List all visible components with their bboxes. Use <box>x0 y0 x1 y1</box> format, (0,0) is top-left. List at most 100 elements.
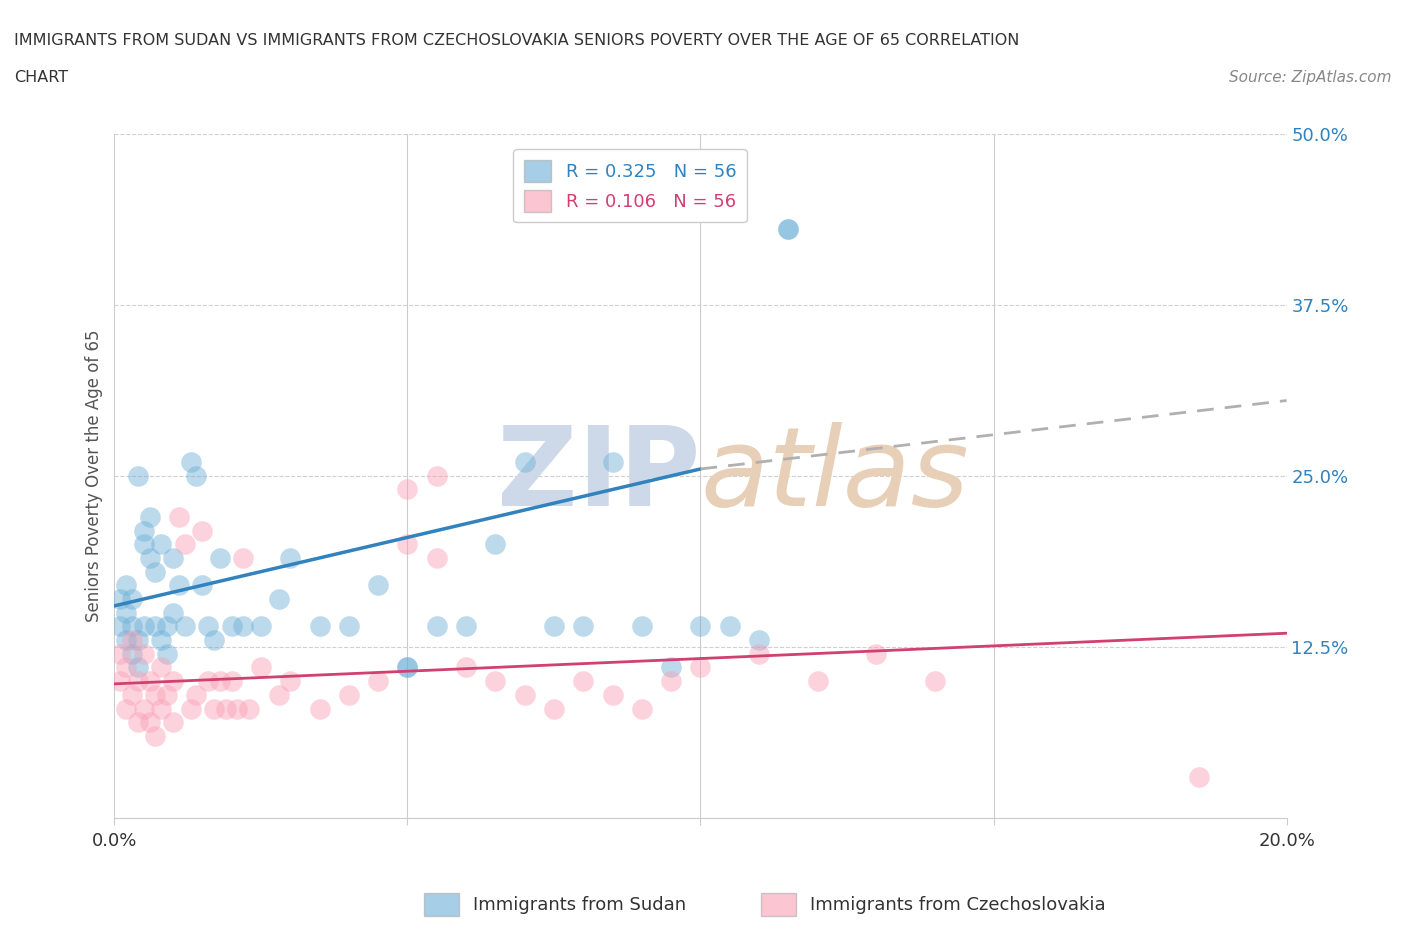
Point <box>484 537 506 551</box>
Point <box>115 701 138 716</box>
Point <box>132 646 155 661</box>
Point <box>132 537 155 551</box>
Point <box>150 632 173 647</box>
Point <box>110 673 132 688</box>
Point <box>748 646 770 661</box>
Point <box>513 687 536 702</box>
Point <box>115 605 138 620</box>
Point <box>127 632 149 647</box>
Point <box>132 701 155 716</box>
Point <box>156 687 179 702</box>
Point <box>543 619 565 634</box>
Point <box>186 687 208 702</box>
Point <box>173 537 195 551</box>
Point <box>689 660 711 675</box>
Point <box>572 673 595 688</box>
Point <box>367 673 389 688</box>
Text: ZIP: ZIP <box>498 422 700 529</box>
Point <box>778 222 800 237</box>
Point <box>150 660 173 675</box>
Point <box>778 222 800 237</box>
Point <box>138 715 160 730</box>
Point <box>454 619 477 634</box>
Point <box>232 551 254 565</box>
Point <box>138 510 160 525</box>
Point <box>191 578 214 592</box>
Point <box>173 619 195 634</box>
Point <box>308 701 330 716</box>
Point <box>238 701 260 716</box>
Point <box>267 687 290 702</box>
Point <box>659 660 682 675</box>
Point <box>221 673 243 688</box>
Point <box>110 646 132 661</box>
Point <box>689 619 711 634</box>
Point <box>924 673 946 688</box>
Point <box>180 701 202 716</box>
Point <box>121 687 143 702</box>
Point <box>484 673 506 688</box>
Point <box>191 523 214 538</box>
Point <box>162 715 184 730</box>
Point <box>115 660 138 675</box>
Point <box>127 660 149 675</box>
Point <box>426 551 449 565</box>
Point <box>197 619 219 634</box>
Point <box>221 619 243 634</box>
Point <box>162 551 184 565</box>
Point <box>162 605 184 620</box>
Point <box>426 469 449 484</box>
Point <box>807 673 830 688</box>
Y-axis label: Seniors Poverty Over the Age of 65: Seniors Poverty Over the Age of 65 <box>86 329 103 622</box>
Point <box>145 728 167 743</box>
Point <box>121 646 143 661</box>
Point <box>110 619 132 634</box>
Point <box>337 619 360 634</box>
Point <box>250 660 273 675</box>
Point <box>167 510 190 525</box>
Point <box>396 482 419 497</box>
Point <box>278 673 301 688</box>
Point <box>150 537 173 551</box>
Text: CHART: CHART <box>14 70 67 85</box>
Point <box>162 673 184 688</box>
Point <box>396 660 419 675</box>
Point <box>748 632 770 647</box>
Point <box>202 701 225 716</box>
Point <box>145 619 167 634</box>
Point <box>631 701 654 716</box>
Point <box>121 591 143 606</box>
Point <box>127 715 149 730</box>
Point <box>337 687 360 702</box>
Text: Immigrants from Sudan: Immigrants from Sudan <box>472 896 686 914</box>
Point <box>167 578 190 592</box>
Legend: R = 0.325   N = 56, R = 0.106   N = 56: R = 0.325 N = 56, R = 0.106 N = 56 <box>513 150 747 222</box>
Point <box>602 687 624 702</box>
Point <box>180 455 202 470</box>
Text: IMMIGRANTS FROM SUDAN VS IMMIGRANTS FROM CZECHOSLOVAKIA SENIORS POVERTY OVER THE: IMMIGRANTS FROM SUDAN VS IMMIGRANTS FROM… <box>14 33 1019 47</box>
Point <box>1188 769 1211 784</box>
Point <box>208 551 231 565</box>
Point <box>145 687 167 702</box>
Point <box>115 632 138 647</box>
Point <box>121 619 143 634</box>
Point <box>202 632 225 647</box>
Point <box>138 673 160 688</box>
Point <box>127 469 149 484</box>
Point <box>267 591 290 606</box>
Point <box>110 591 132 606</box>
Point <box>631 619 654 634</box>
Point <box>396 537 419 551</box>
Text: Immigrants from Czechoslovakia: Immigrants from Czechoslovakia <box>810 896 1107 914</box>
Point <box>132 523 155 538</box>
Point <box>572 619 595 634</box>
Point <box>138 551 160 565</box>
Text: Source: ZipAtlas.com: Source: ZipAtlas.com <box>1229 70 1392 85</box>
Point <box>150 701 173 716</box>
Point <box>132 619 155 634</box>
Point <box>718 619 741 634</box>
Point <box>865 646 887 661</box>
Point <box>367 578 389 592</box>
Point <box>156 619 179 634</box>
Point <box>250 619 273 634</box>
